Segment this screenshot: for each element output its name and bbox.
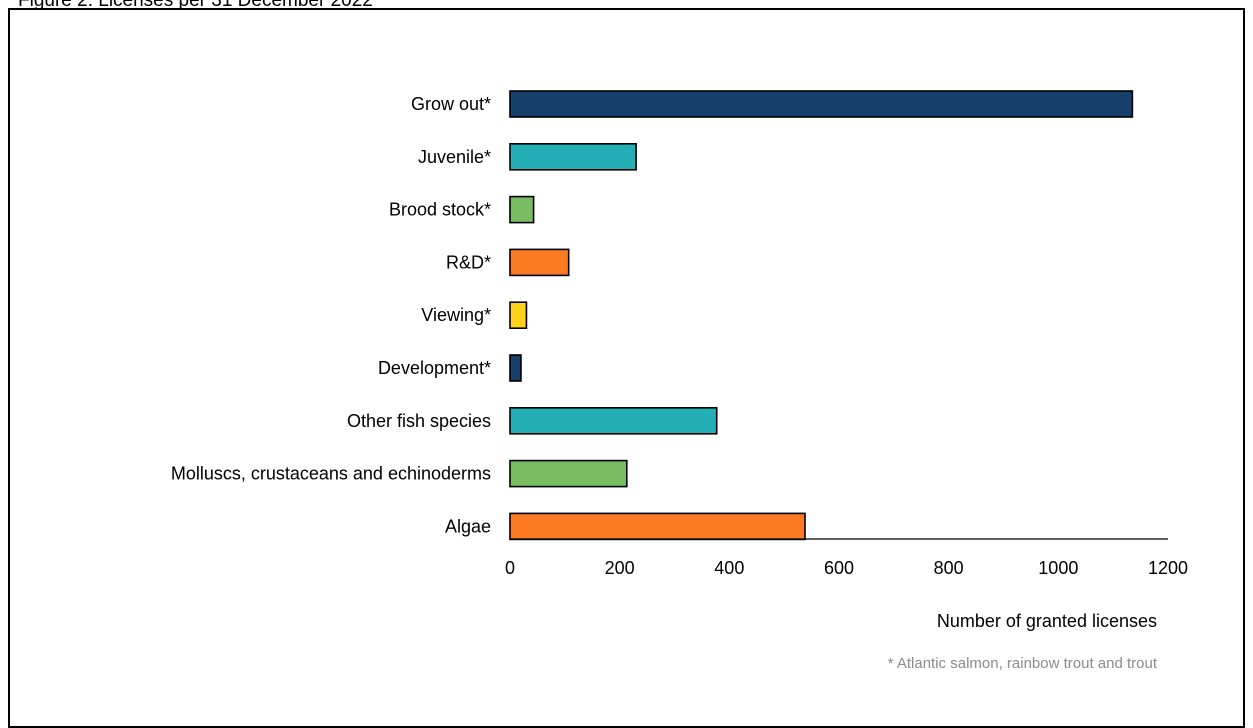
bar-6 (509, 406, 718, 435)
x-tick-label-3: 600 (824, 558, 854, 578)
category-label-1: Juvenile* (418, 147, 491, 167)
bars-group (509, 90, 1134, 541)
bar-5 (509, 354, 522, 382)
bar-3 (509, 248, 570, 277)
bar-8 (509, 512, 806, 541)
figure-title: Figure 2. Licenses per 31 December 2022 (18, 0, 373, 11)
category-label-8: Algae (445, 516, 491, 536)
category-label-6: Other fish species (347, 411, 491, 431)
x-axis-label: Number of granted licenses (937, 611, 1157, 631)
x-tick-label-1: 200 (605, 558, 635, 578)
category-label-5: Development* (378, 358, 491, 378)
bar-4 (509, 301, 528, 330)
x-tick-label-0: 0 (505, 558, 515, 578)
bar-0 (509, 90, 1134, 118)
category-label-2: Brood stock* (389, 200, 491, 220)
x-tick-label-2: 400 (714, 558, 744, 578)
x-tick-label-6: 1200 (1148, 558, 1188, 578)
category-labels: Grow out* Juvenile* Brood stock* R&D* Viewin… (171, 94, 491, 536)
category-label-4: Viewing* (421, 305, 491, 325)
bar-2 (509, 195, 535, 224)
category-label-0: Grow out* (411, 94, 491, 114)
x-tick-labels: 0 200 400 600 800 1000 1200 (505, 558, 1188, 578)
category-label-3: R&D* (446, 252, 491, 272)
x-tick-label-4: 800 (934, 558, 964, 578)
x-tick-label-5: 1000 (1038, 558, 1078, 578)
bar-7 (509, 459, 628, 488)
footnote: * Atlantic salmon, rainbow trout and tro… (888, 655, 1158, 672)
bar-1 (509, 143, 637, 171)
category-label-7: Molluscs, crustaceans and echinoderms (171, 464, 491, 484)
